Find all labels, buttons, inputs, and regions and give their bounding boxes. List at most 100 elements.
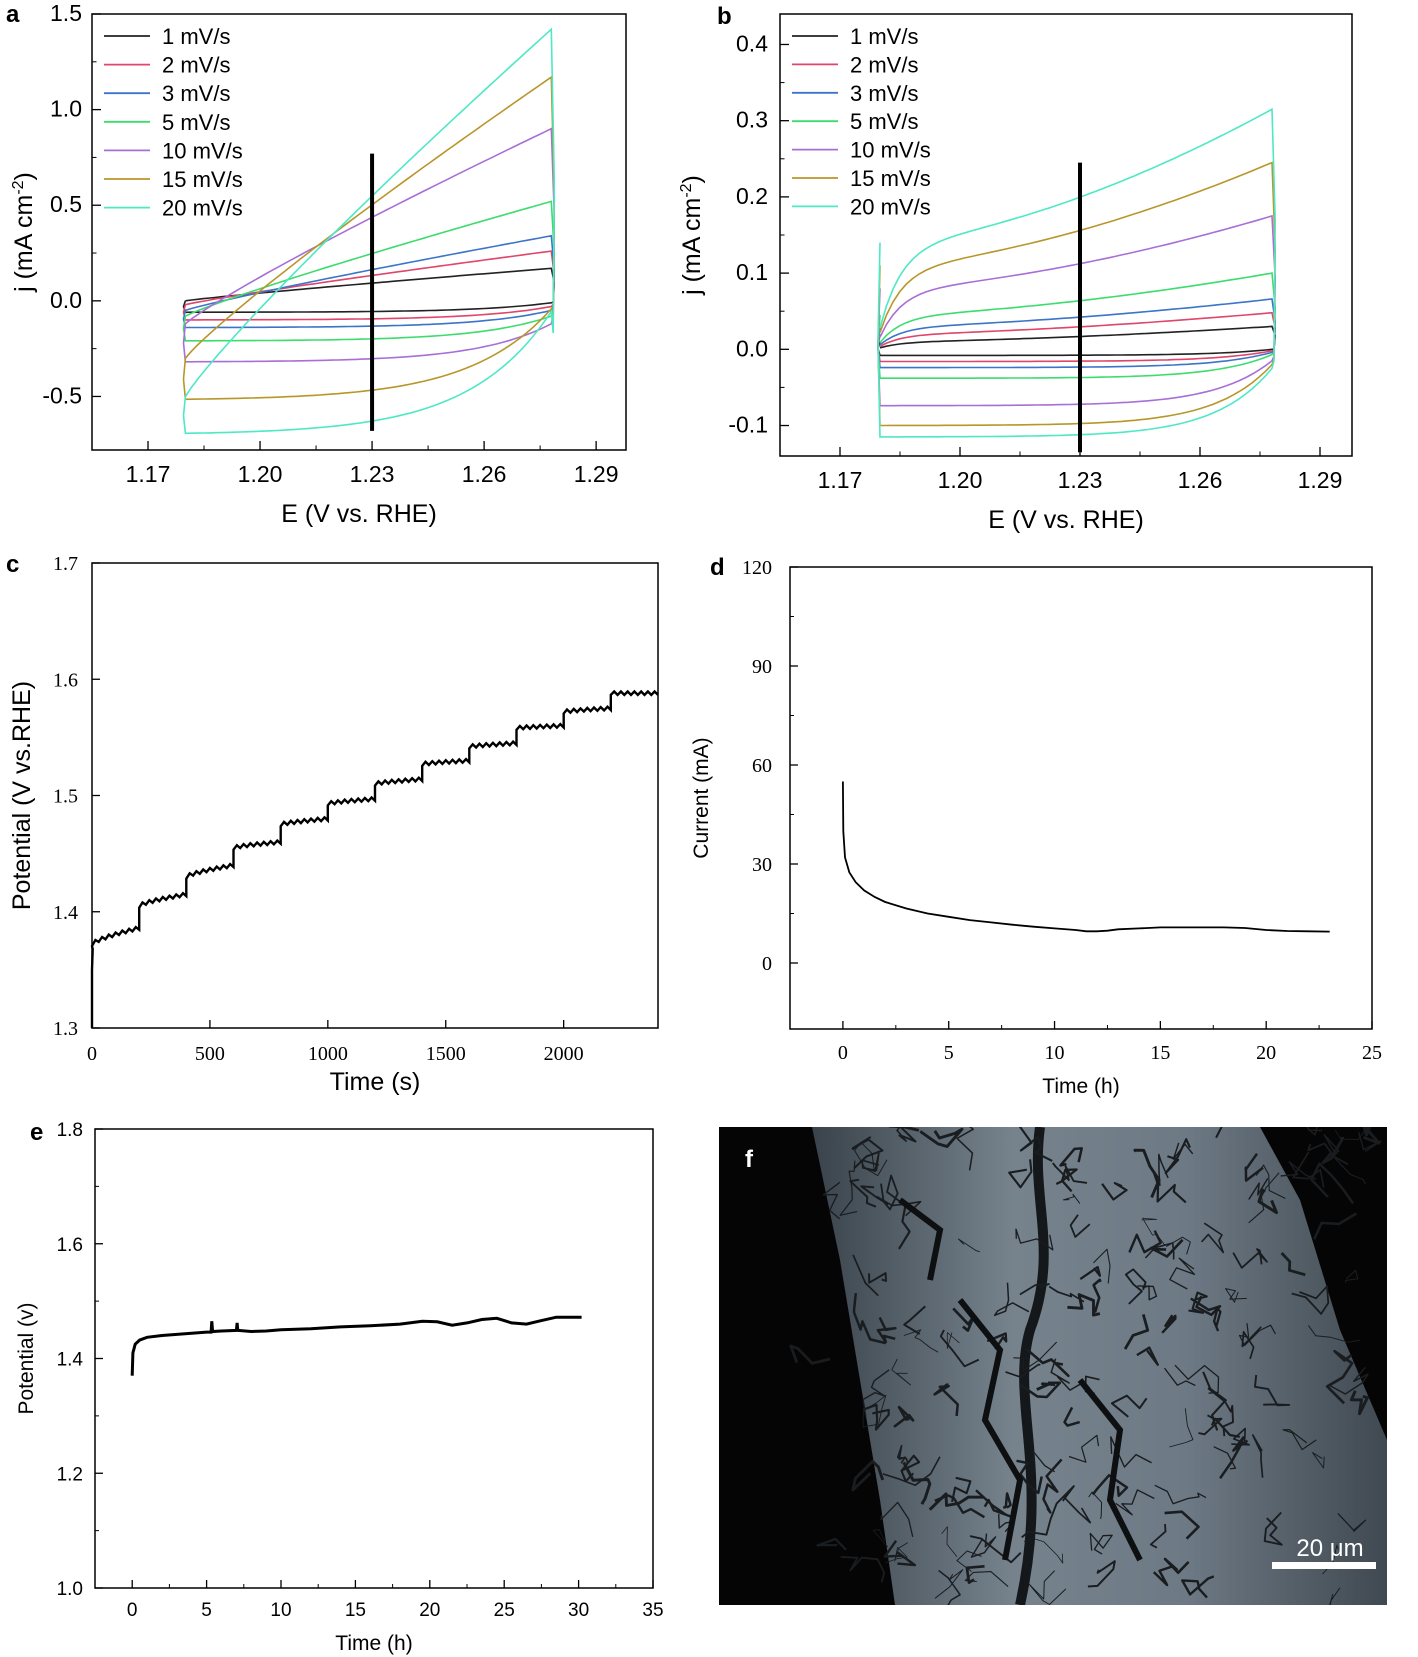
crack — [1231, 1427, 1250, 1446]
crack — [1088, 1491, 1103, 1520]
crack — [1124, 1268, 1147, 1305]
crack — [941, 1526, 958, 1557]
series-group-e — [130, 1315, 582, 1376]
x-axis-label-c: Time (s) — [330, 1068, 421, 1096]
y-tick-label-e: 1.2 — [57, 1464, 83, 1485]
y-tick-label-d: 90 — [752, 656, 772, 678]
legend-label-b: 5 mV/s — [850, 109, 918, 134]
potential-curve-c — [90, 689, 659, 1028]
crack — [1067, 1293, 1101, 1317]
y-axis-label-d: Current (mA) — [690, 737, 713, 858]
y-tick-label-e: 1.8 — [57, 1120, 83, 1141]
y-tick-label-b: -0.1 — [728, 412, 768, 438]
y-axis-label-b: j (mA cm-2) — [678, 175, 706, 296]
y-tick-label-c: 1.3 — [53, 1018, 78, 1040]
crack — [1063, 1496, 1092, 1524]
crack — [1093, 1248, 1111, 1284]
crack — [1172, 1142, 1194, 1160]
plot-frame-a — [91, 13, 627, 451]
x-tick-label-b: 1.20 — [938, 467, 983, 493]
crack — [919, 1127, 964, 1148]
crack — [862, 1403, 890, 1431]
crack — [1307, 1325, 1361, 1343]
x-tick-label-b: 1.26 — [1178, 467, 1223, 493]
legend-label-a: 3 mV/s — [162, 81, 230, 106]
cv-curve-b-3 — [877, 298, 1277, 369]
crack — [1032, 1451, 1056, 1473]
crack — [1164, 1138, 1191, 1175]
crack — [933, 1383, 959, 1417]
legend-label-a: 2 mV/s — [162, 53, 230, 78]
x-tick-label-c: 0 — [87, 1043, 97, 1065]
crack — [898, 1206, 911, 1250]
crack — [1101, 1182, 1128, 1201]
y-tick-label-c: 1.7 — [53, 553, 78, 575]
cv-curve-b-4 — [877, 272, 1277, 379]
cv-curve-a-6 — [182, 75, 556, 401]
x-tick-label-e: 35 — [642, 1600, 663, 1621]
crack — [1136, 1346, 1159, 1366]
series-group-a — [182, 27, 556, 435]
crack — [1254, 1374, 1291, 1407]
y-tick-label-b: 0.4 — [736, 30, 768, 56]
x-tick-label-a: 1.29 — [574, 461, 619, 487]
crack — [956, 1127, 974, 1171]
crack — [872, 1529, 889, 1548]
fiber-surface — [812, 1127, 1387, 1605]
x-tick-label-d: 25 — [1362, 1042, 1382, 1064]
crack — [1329, 1366, 1369, 1395]
panel-label-f: f — [745, 1146, 754, 1173]
crack — [852, 1254, 879, 1297]
crack — [1345, 1269, 1359, 1283]
crack — [903, 1329, 939, 1353]
surface-cracks — [789, 1127, 1382, 1605]
legend-label-a: 20 mV/s — [162, 196, 243, 221]
panel-c: c 0 500 1000 1500 2000 1.3 1.4 1.5 1.6 1.7 Time (… — [6, 551, 659, 1096]
crack — [934, 1494, 986, 1519]
crack — [1128, 1230, 1162, 1254]
crack — [880, 1501, 914, 1537]
crack — [1321, 1136, 1345, 1165]
crack — [1310, 1162, 1355, 1205]
crack — [1028, 1570, 1067, 1605]
x-tick-label-c: 1000 — [308, 1043, 348, 1065]
fissure — [957, 1298, 1024, 1561]
crack — [1123, 1314, 1150, 1350]
legend-label-a: 10 mV/s — [162, 138, 243, 163]
crack — [1282, 1429, 1317, 1451]
crack — [1248, 1172, 1280, 1224]
crack — [839, 1160, 858, 1216]
crack — [1050, 1358, 1085, 1391]
x-tick-label-a: 1.26 — [462, 461, 507, 487]
legend-label-a: 15 mV/s — [162, 167, 243, 192]
x-axis-label-b: E (V vs. RHE) — [988, 506, 1144, 534]
crack — [1079, 1265, 1102, 1281]
cv-curve-a-3 — [182, 234, 556, 329]
crack — [1337, 1512, 1367, 1533]
crack — [1013, 1341, 1058, 1372]
cv-curve-b-7 — [877, 107, 1277, 438]
panel-label-e: e — [30, 1119, 43, 1146]
crack — [964, 1571, 1009, 1588]
panel-a: a 1.17 1.20 1.23 1.26 1.29 -0.5 0.0 0.5 1.0 1.5 1… — [6, 0, 627, 528]
crack — [1063, 1193, 1081, 1204]
crack — [789, 1344, 831, 1365]
crack — [1325, 1349, 1354, 1405]
crack — [1165, 1236, 1191, 1255]
y-tick-label-a: 1.0 — [50, 96, 82, 122]
fissure — [1077, 1378, 1143, 1562]
crack — [1110, 1394, 1148, 1418]
crack — [1238, 1323, 1277, 1347]
crack — [896, 1444, 909, 1464]
cv-curve-b-5 — [877, 214, 1277, 407]
x-tick-label-e: 25 — [494, 1600, 515, 1621]
y-tick-label-d: 60 — [752, 755, 772, 777]
x-tick-label-d: 5 — [944, 1042, 954, 1064]
x-tick-label-a: 1.20 — [238, 461, 283, 487]
crack — [1291, 1285, 1330, 1315]
cv-curve-a-2 — [182, 250, 556, 321]
micrograph-image — [789, 1127, 1387, 1605]
y-tick-label-d: 30 — [752, 854, 772, 876]
crack — [1190, 1295, 1222, 1317]
series-group-b — [877, 107, 1277, 438]
